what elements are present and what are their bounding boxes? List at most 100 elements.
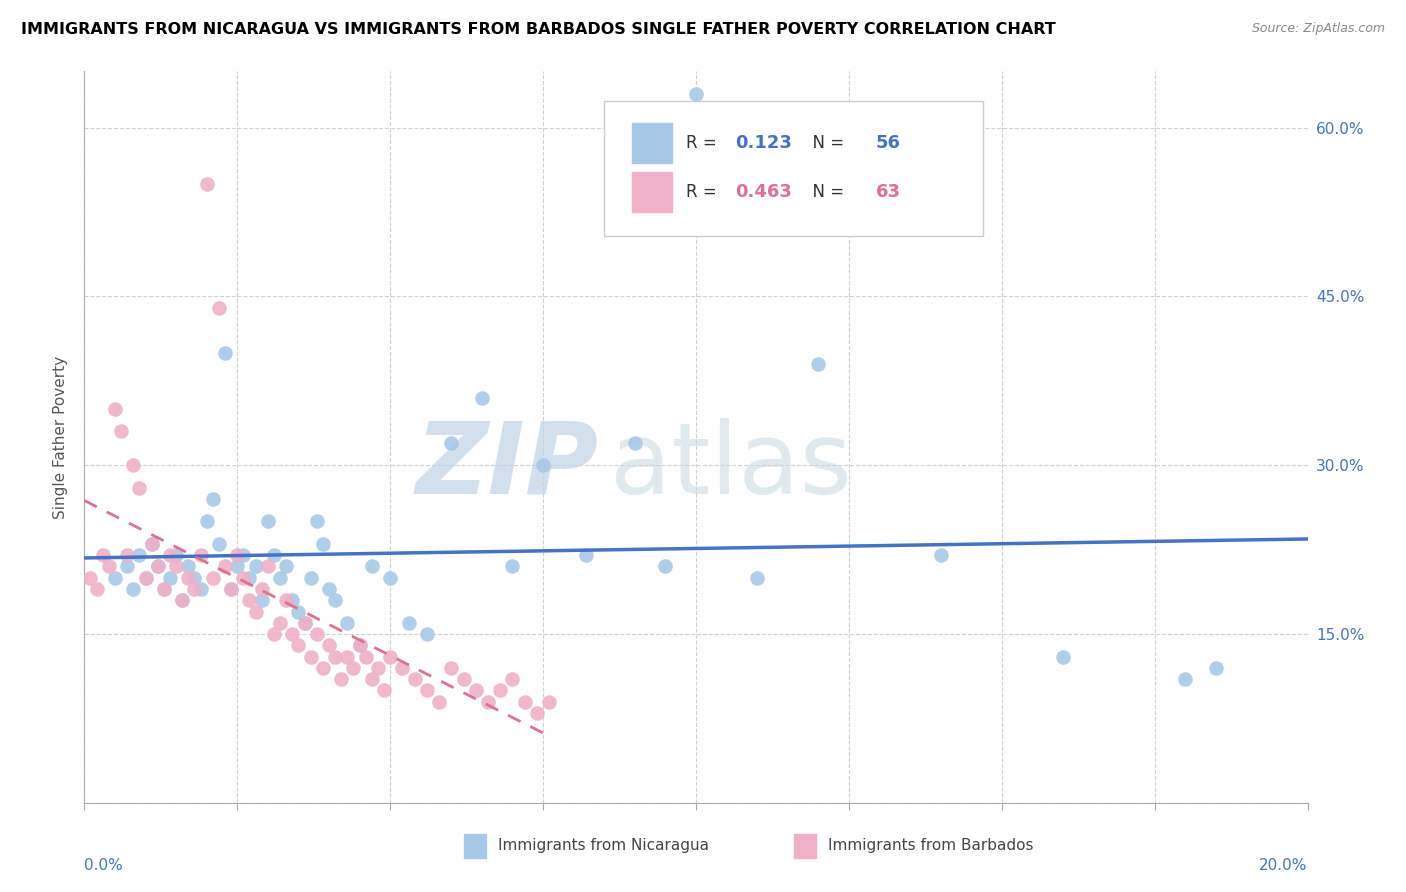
Point [104,401,127,416]
Point [165,548,187,562]
Text: N =: N = [803,183,849,201]
Point [141,537,163,551]
Point [122,582,145,596]
Point [208,301,231,315]
Point [250,582,273,596]
Point [276,559,298,574]
Point [172,593,194,607]
Point [287,605,309,619]
Point [195,515,218,529]
Point [201,571,224,585]
Text: atlas: atlas [610,417,852,515]
Point [110,425,132,439]
Point [416,683,439,698]
Point [318,638,340,652]
Point [305,627,328,641]
Text: ZIP: ZIP [415,417,598,515]
Point [276,593,298,607]
Point [305,515,328,529]
Point [128,481,150,495]
Point [257,515,280,529]
Point [354,649,377,664]
Point [1205,661,1227,675]
Text: IMMIGRANTS FROM NICARAGUA VS IMMIGRANTS FROM BARBADOS SINGLE FATHER POVERTY CORR: IMMIGRANTS FROM NICARAGUA VS IMMIGRANTS … [21,22,1056,37]
Point [159,548,181,562]
Point [257,559,280,574]
Point [312,661,335,675]
Text: R =: R = [686,183,723,201]
Bar [633,171,672,211]
Point [263,627,285,641]
Point [128,548,150,562]
Point [219,582,242,596]
Point [624,435,647,450]
Point [97,559,120,574]
Point [404,672,426,686]
Point [91,548,114,562]
Point [398,615,420,630]
Point [115,559,138,574]
Point [245,559,267,574]
Point [427,694,450,708]
Point [104,571,127,585]
Point [453,672,475,686]
Text: R =: R = [686,134,723,152]
Text: 20.0%: 20.0% [1260,858,1308,872]
Point [464,683,486,698]
Point [318,582,340,596]
Point [654,559,676,574]
Text: Immigrants from Barbados: Immigrants from Barbados [828,838,1033,854]
Point [238,571,260,585]
Point [391,661,413,675]
Point [747,571,769,585]
Point [146,559,169,574]
Point [122,458,145,473]
Point [177,571,200,585]
Point [471,391,494,405]
Point [526,706,548,720]
Point [165,559,187,574]
Point [214,559,236,574]
Point [373,683,395,698]
Point [146,559,169,574]
Point [226,548,249,562]
Point [86,582,108,596]
Point [502,672,524,686]
Point [172,593,194,607]
Point [299,649,322,664]
Point [281,593,304,607]
Point [502,559,524,574]
Point [226,559,249,574]
Point [232,571,254,585]
Point [299,571,322,585]
Point [287,638,309,652]
Point [238,593,260,607]
Text: N =: N = [803,134,849,152]
Point [294,615,316,630]
Point [208,537,231,551]
Point [250,593,273,607]
Point [323,649,346,664]
Point [183,582,205,596]
Point [269,615,291,630]
Point [294,615,316,630]
Text: Source: ZipAtlas.com: Source: ZipAtlas.com [1251,22,1385,36]
Point [349,638,371,652]
Point [807,357,830,371]
Point [115,548,138,562]
Bar [794,834,815,858]
Point [360,559,382,574]
Text: 0.123: 0.123 [735,134,792,152]
Point [489,683,512,698]
Point [513,694,536,708]
Point [929,548,952,562]
Point [135,571,157,585]
FancyBboxPatch shape [605,101,983,235]
Text: Immigrants from Nicaragua: Immigrants from Nicaragua [498,838,709,854]
Point [201,491,224,506]
Point [416,627,439,641]
Point [159,571,181,585]
Bar [633,122,672,163]
Point [531,458,554,473]
Point [183,571,205,585]
